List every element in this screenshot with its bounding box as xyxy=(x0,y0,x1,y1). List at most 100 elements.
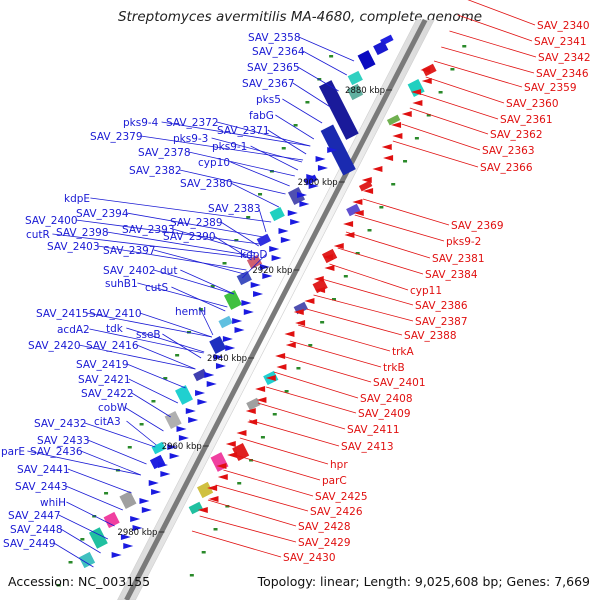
leader-line xyxy=(302,50,348,76)
gene-dot xyxy=(438,91,443,94)
gene-arrow xyxy=(391,122,402,128)
gene-feature xyxy=(210,452,229,472)
gene-label-right: hpr xyxy=(330,459,348,471)
gene-dot xyxy=(343,275,348,278)
gene-feature xyxy=(218,315,233,329)
leader-line xyxy=(298,36,355,62)
leader-line xyxy=(433,60,523,88)
gene-label-right: SAV_2363 xyxy=(482,145,535,157)
gene-label-left: cobW xyxy=(98,402,128,414)
gene-arrow xyxy=(256,397,267,403)
gene-arrow xyxy=(141,507,152,513)
feature-layer xyxy=(56,34,467,587)
leader-line xyxy=(90,197,272,223)
gene-arrow xyxy=(151,489,162,495)
backbone-line xyxy=(124,18,428,600)
leader-line xyxy=(313,294,414,322)
gene-arrow xyxy=(323,254,334,260)
gene-dot xyxy=(355,252,360,255)
leader-line xyxy=(162,333,202,359)
gene-feature xyxy=(246,254,263,270)
gene-arrow xyxy=(169,453,180,459)
leader-line xyxy=(97,245,247,271)
leader-line xyxy=(86,312,212,338)
gene-label-left: SAV_2410 xyxy=(89,308,142,320)
gene-arrow xyxy=(222,336,233,342)
gene-feature xyxy=(318,80,359,140)
gene-arrow xyxy=(185,408,196,414)
leader-line xyxy=(392,140,479,168)
gene-dot xyxy=(367,229,372,232)
gene-dot xyxy=(269,170,274,173)
gene-dot xyxy=(210,285,215,288)
gene-label-left: SAV_2372 xyxy=(166,117,219,129)
gene-label-left: SAV_2394 xyxy=(76,208,129,220)
gene-feature xyxy=(357,50,376,70)
leader-line xyxy=(75,219,260,245)
gene-dot xyxy=(68,561,73,564)
gene-dot xyxy=(281,147,286,150)
leader-line xyxy=(67,468,132,494)
gene-label-right: cyp11 xyxy=(410,285,442,297)
gene-feature xyxy=(188,501,203,515)
leader-line xyxy=(425,76,505,104)
leader-line xyxy=(231,453,321,481)
gene-dot xyxy=(213,528,218,531)
gene-arrow xyxy=(315,287,326,293)
leader-line xyxy=(230,182,280,208)
gene-arrow xyxy=(262,273,273,279)
leader-line xyxy=(136,344,196,370)
ruler-label: 2980 kbp xyxy=(117,528,157,538)
leader-line xyxy=(401,123,481,151)
gene-arrow xyxy=(306,174,317,180)
gene-arrow xyxy=(197,399,208,405)
gene-label-left: pks9-1 xyxy=(212,141,247,153)
gene-label-left: parE xyxy=(1,446,25,458)
leader-line xyxy=(409,107,489,135)
leader-line xyxy=(153,269,235,295)
gene-label-left: SAV_2390 xyxy=(163,231,216,243)
gene-label-right: SAV_2359 xyxy=(524,82,577,94)
gene-dot xyxy=(56,584,61,587)
gene-feature xyxy=(103,511,120,529)
gene-label-right: SAV_2386 xyxy=(415,300,468,312)
gene-label-left: SAV_2371 xyxy=(217,125,270,137)
gene-dot xyxy=(201,551,206,554)
gene-dot xyxy=(414,137,419,140)
leader-line xyxy=(297,66,339,92)
gene-label-right: pks9-2 xyxy=(446,236,481,248)
gene-label-left: SAV_2448 xyxy=(10,524,63,536)
gene-label-right: SAV_2413 xyxy=(341,441,394,453)
gene-arrow xyxy=(207,485,218,491)
gene-arrow xyxy=(245,408,256,414)
gene-arrow xyxy=(372,166,383,172)
gene-dot xyxy=(426,114,431,117)
leader-line xyxy=(220,221,259,247)
leader-line xyxy=(180,269,235,295)
gene-arrow xyxy=(188,417,199,423)
gene-dot xyxy=(163,377,168,380)
gene-label-left: SAV_2378 xyxy=(138,147,191,159)
leader-line xyxy=(449,30,537,58)
topology-text: Topology: linear; Length: 9,025,608 bp; … xyxy=(257,574,590,589)
leader-line xyxy=(211,137,303,163)
gene-label-left: SAV_2420 xyxy=(28,340,81,352)
leader-line xyxy=(66,501,115,527)
gene-arrow xyxy=(241,300,252,306)
leader-line xyxy=(275,114,315,140)
gene-label-left: kdpE xyxy=(64,193,90,205)
gene-label-right: trkA xyxy=(392,346,415,358)
gene-dot xyxy=(450,68,455,71)
gene-dot xyxy=(139,423,144,426)
gene-arrow xyxy=(120,534,131,540)
gene-arrow xyxy=(343,221,354,227)
leader-line xyxy=(191,530,282,558)
leader-line xyxy=(87,439,147,465)
gene-feature xyxy=(347,83,364,101)
gene-label-left: SAV_2397 xyxy=(103,245,156,257)
gene-feature xyxy=(209,336,227,354)
gene-label-right: SAV_2429 xyxy=(298,537,351,549)
gene-feature xyxy=(246,397,261,411)
gene-label-left: citA3 xyxy=(94,416,121,428)
gene-dot xyxy=(127,446,132,449)
